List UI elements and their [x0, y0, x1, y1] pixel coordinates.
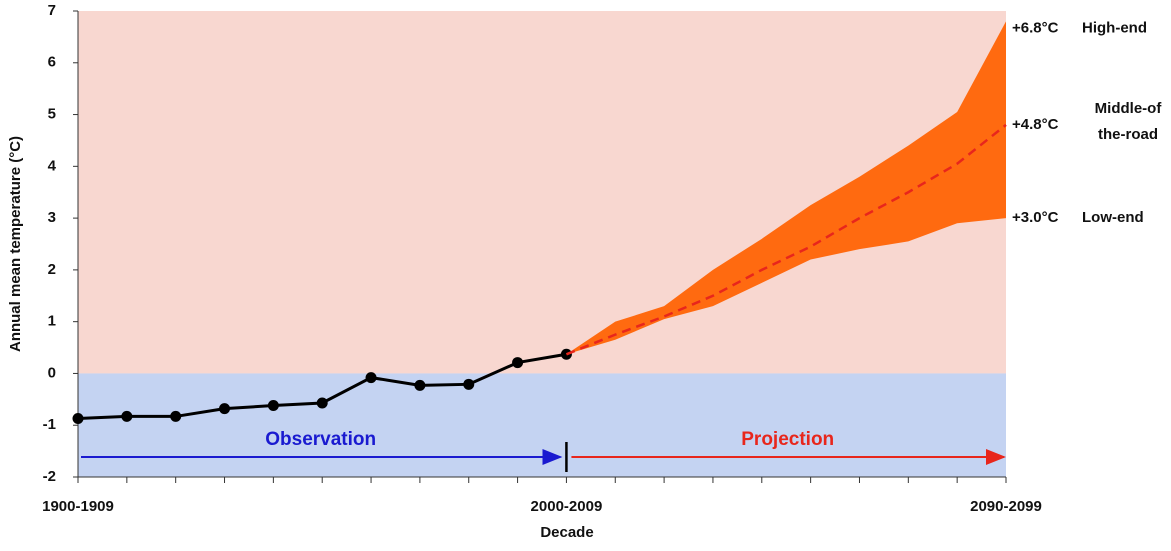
y-tick-label: 7 [48, 2, 56, 19]
point [316, 397, 328, 409]
annotation-value: +4.8°C [1012, 116, 1059, 133]
annotation-value: +3.0°C [1012, 209, 1059, 226]
point [219, 403, 231, 415]
point [365, 372, 377, 384]
period-label: Projection [741, 429, 834, 450]
x-tick-label: 2090-2099 [970, 498, 1042, 515]
line [565, 123, 1007, 356]
y-tick-label: -1 [43, 416, 56, 433]
cool-region [78, 373, 1006, 477]
x-tick-label: 1900-1909 [42, 498, 114, 515]
y-tick-label: 3 [48, 209, 56, 226]
y-tick-label: 4 [48, 157, 57, 174]
projection-range [566, 21, 1006, 355]
point [72, 412, 84, 424]
y-tick-label: 5 [48, 106, 56, 123]
y-axis-label: Annual mean temperature (°C) [7, 136, 24, 352]
y-tick-label: 1 [48, 313, 56, 330]
x-tick-label: 2000-2009 [531, 498, 603, 515]
annotation-label: High-end [1082, 19, 1147, 36]
annotation-label: the-road [1098, 126, 1158, 143]
x-axis-label: Decade [540, 524, 593, 541]
point [267, 400, 279, 412]
point [121, 410, 133, 422]
y-tick-label: 6 [48, 54, 56, 71]
period-label: Observation [265, 429, 376, 450]
point [414, 379, 426, 391]
y-tick-label: 0 [48, 364, 56, 381]
point [463, 378, 475, 390]
point [512, 357, 524, 369]
y-tick-label: -2 [43, 468, 56, 485]
point [170, 410, 182, 422]
y-tick-label: 2 [48, 261, 56, 278]
annotation-label: Middle-of [1095, 100, 1163, 117]
annotation-label: Low-end [1082, 209, 1144, 226]
annotation-value: +6.8°C [1012, 19, 1059, 36]
